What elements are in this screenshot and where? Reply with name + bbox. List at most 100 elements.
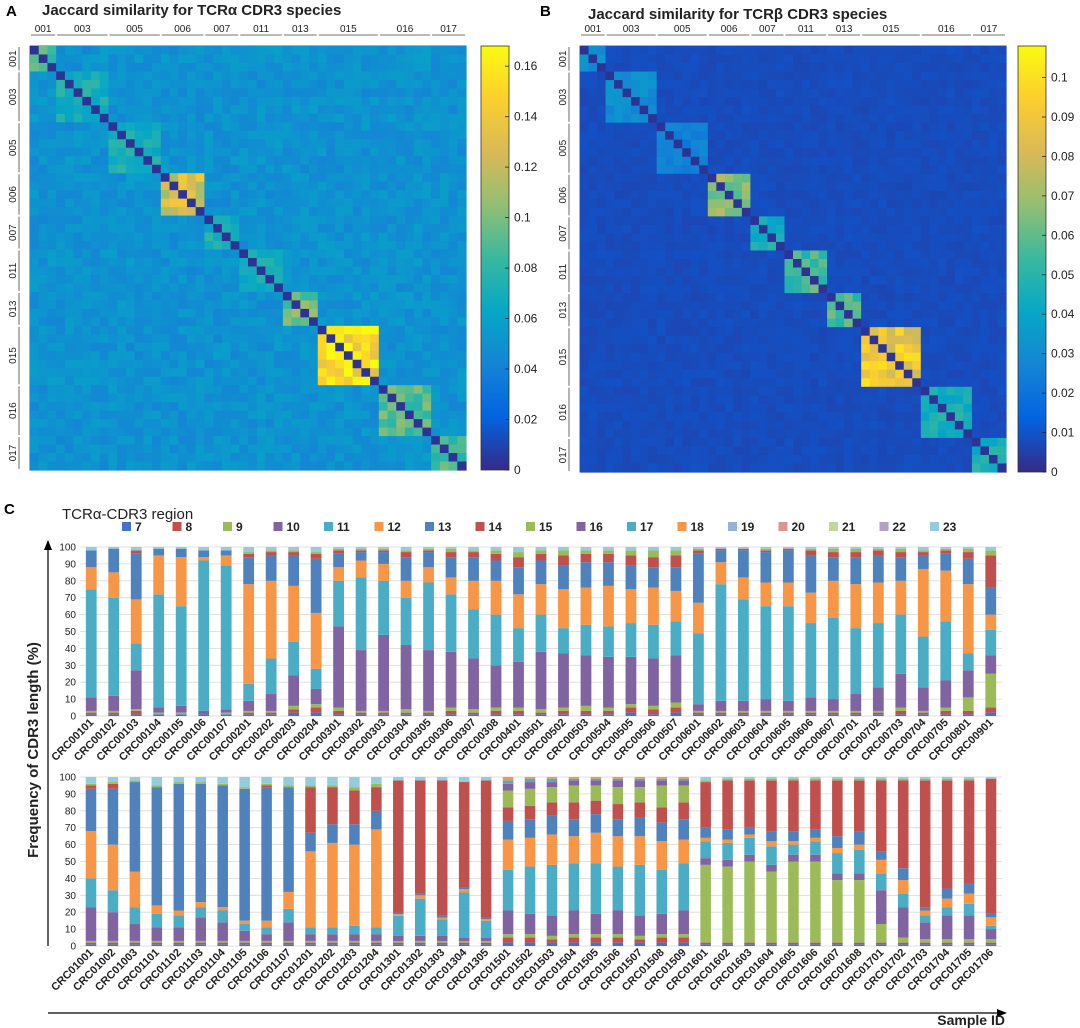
heatmap-cell bbox=[343, 130, 354, 140]
heatmap-cell bbox=[861, 352, 871, 362]
heatmap-cell bbox=[195, 453, 205, 463]
heatmap-cell bbox=[47, 419, 57, 429]
heatmap-cell bbox=[673, 454, 683, 465]
heatmap-cell bbox=[274, 54, 284, 64]
heatmap-cell bbox=[622, 139, 632, 149]
heatmap-cell bbox=[912, 216, 922, 226]
heatmap-cell bbox=[213, 393, 223, 403]
heatmap-cell bbox=[152, 376, 162, 386]
heatmap-cell bbox=[733, 199, 743, 209]
heatmap-cell bbox=[614, 284, 624, 294]
heatmap-cell bbox=[91, 258, 101, 268]
heatmap-cell bbox=[230, 54, 240, 64]
heatmap-cell bbox=[64, 444, 75, 454]
heatmap-cell bbox=[690, 446, 700, 456]
heatmap-cell bbox=[91, 232, 101, 242]
heatmap-cell bbox=[56, 427, 66, 437]
heatmap-cell bbox=[937, 122, 947, 132]
heatmap-cell bbox=[707, 131, 717, 141]
heatmap-cell bbox=[230, 181, 240, 191]
heatmap-cell bbox=[38, 54, 49, 64]
heatmap-cell bbox=[852, 182, 862, 192]
heatmap-cell bbox=[300, 419, 310, 429]
heatmap-cell bbox=[750, 182, 760, 192]
heatmap-cell bbox=[673, 131, 683, 141]
heatmap-cell bbox=[912, 88, 922, 98]
heatmap-cell bbox=[134, 105, 144, 115]
heatmap-cell bbox=[82, 241, 92, 251]
heatmap-cell bbox=[195, 274, 205, 285]
heatmap-cell bbox=[784, 437, 794, 448]
heatmap-cell bbox=[690, 318, 700, 328]
heatmap-cell bbox=[588, 224, 598, 235]
heatmap-cell bbox=[784, 344, 794, 354]
heatmap-cell bbox=[47, 46, 57, 56]
heatmap-cell bbox=[47, 410, 57, 420]
heatmap-cell bbox=[221, 410, 232, 420]
heatmap-cell bbox=[724, 97, 734, 107]
heatmap-cell bbox=[886, 54, 896, 64]
heatmap-cell bbox=[588, 267, 598, 277]
heatmap-cell bbox=[431, 96, 441, 106]
heatmap-cell bbox=[143, 291, 153, 301]
heatmap-cell bbox=[125, 266, 136, 276]
heatmap-cell bbox=[213, 368, 223, 378]
heatmap-cell bbox=[861, 173, 871, 183]
heatmap-cell bbox=[631, 165, 641, 175]
heatmap-cell bbox=[810, 216, 820, 226]
heatmap-cell bbox=[108, 224, 118, 234]
heatmap-cell bbox=[988, 386, 999, 396]
heatmap-cell bbox=[801, 301, 811, 311]
heatmap-cell bbox=[775, 395, 786, 405]
heatmap-cell bbox=[125, 283, 136, 293]
heatmap-cell bbox=[673, 437, 683, 448]
heatmap-cell bbox=[639, 293, 649, 303]
heatmap-cell bbox=[291, 393, 301, 403]
heatmap-cell bbox=[457, 130, 467, 140]
colorbar-tick-label: 0.16 bbox=[514, 59, 538, 73]
heatmap-cell bbox=[648, 403, 658, 413]
heatmap-cell bbox=[980, 386, 990, 396]
heatmap-cell bbox=[204, 130, 214, 140]
heatmap-cell bbox=[844, 63, 854, 73]
heatmap-cell bbox=[971, 284, 982, 294]
heatmap-cell bbox=[213, 207, 223, 217]
heatmap-cell bbox=[38, 130, 49, 140]
heatmap-cell bbox=[213, 291, 223, 301]
heatmap-cell bbox=[597, 327, 607, 337]
heatmap-cell bbox=[256, 164, 267, 174]
heatmap-cell bbox=[656, 241, 666, 252]
heatmap-cell bbox=[690, 403, 700, 413]
heatmap-cell bbox=[861, 412, 871, 422]
heatmap-cell bbox=[439, 105, 450, 115]
heatmap-cell bbox=[665, 80, 675, 90]
heatmap-cell bbox=[707, 361, 717, 371]
heatmap-cell bbox=[204, 351, 214, 361]
heatmap-cell bbox=[195, 410, 205, 420]
heatmap-cell bbox=[64, 173, 75, 183]
heatmap-cell bbox=[980, 327, 990, 337]
heatmap-cell bbox=[631, 437, 641, 448]
heatmap-cell bbox=[317, 291, 328, 301]
heatmap-cell bbox=[963, 63, 973, 73]
heatmap-cell bbox=[988, 88, 999, 98]
heatmap-cell bbox=[82, 402, 92, 412]
heatmap-cell bbox=[99, 190, 110, 200]
heatmap-cell bbox=[108, 427, 118, 437]
heatmap-cell bbox=[622, 190, 632, 200]
heatmap-cell bbox=[30, 232, 40, 242]
heatmap-cell bbox=[56, 385, 66, 395]
heatmap-cell bbox=[230, 241, 240, 251]
heatmap-cell bbox=[971, 293, 982, 303]
heatmap-cell bbox=[639, 344, 649, 354]
heatmap-cell bbox=[64, 54, 75, 64]
heatmap-cell bbox=[160, 351, 171, 361]
heatmap-cell bbox=[431, 291, 441, 301]
heatmap-cell bbox=[852, 139, 862, 149]
heatmap-cell bbox=[221, 300, 232, 310]
heatmap-cell bbox=[767, 148, 777, 158]
heatmap-cell bbox=[160, 274, 171, 285]
heatmap-cell bbox=[143, 258, 153, 268]
heatmap-cell bbox=[239, 139, 249, 149]
heatmap-cell bbox=[213, 173, 223, 183]
